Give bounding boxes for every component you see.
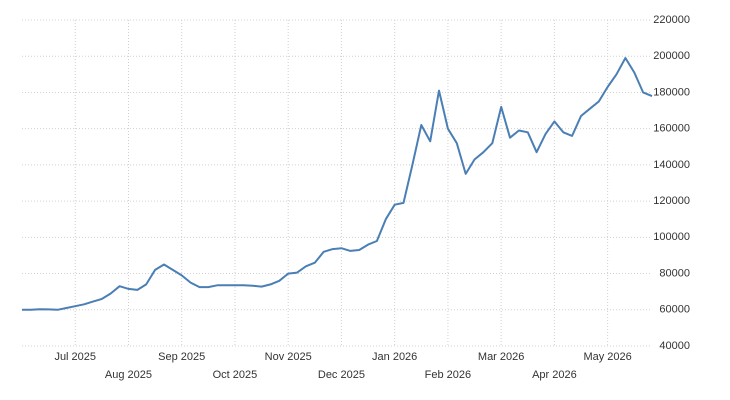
x-tick-label: May 2026 [583, 351, 631, 363]
x-tick-label: Oct 2025 [213, 369, 258, 381]
y-tick-label: 60000 [659, 304, 690, 316]
y-tick-label: 220000 [653, 14, 690, 26]
x-tick-label: Mar 2026 [478, 351, 524, 363]
line-series [22, 57, 653, 311]
x-tick-label: Apr 2026 [532, 369, 577, 381]
x-tick-label: Dec 2025 [318, 369, 365, 381]
x-tick-label: Jul 2025 [54, 351, 96, 363]
y-tick-label: 160000 [653, 123, 690, 135]
y-tick-label: 40000 [659, 340, 690, 352]
x-tick-label: Jan 2026 [372, 351, 417, 363]
x-tick-label: Sep 2025 [158, 351, 205, 363]
y-tick-label: 120000 [653, 195, 690, 207]
y-tick-label: 200000 [653, 50, 690, 62]
y-tick-label: 140000 [653, 159, 690, 171]
y-tick-label: 180000 [653, 86, 690, 98]
y-tick-label: 80000 [659, 267, 690, 279]
x-tick-label: Feb 2026 [425, 369, 471, 381]
x-tick-label: Aug 2025 [105, 369, 152, 381]
y-tick-label: 100000 [653, 231, 690, 243]
x-tick-label: Nov 2025 [265, 351, 312, 363]
